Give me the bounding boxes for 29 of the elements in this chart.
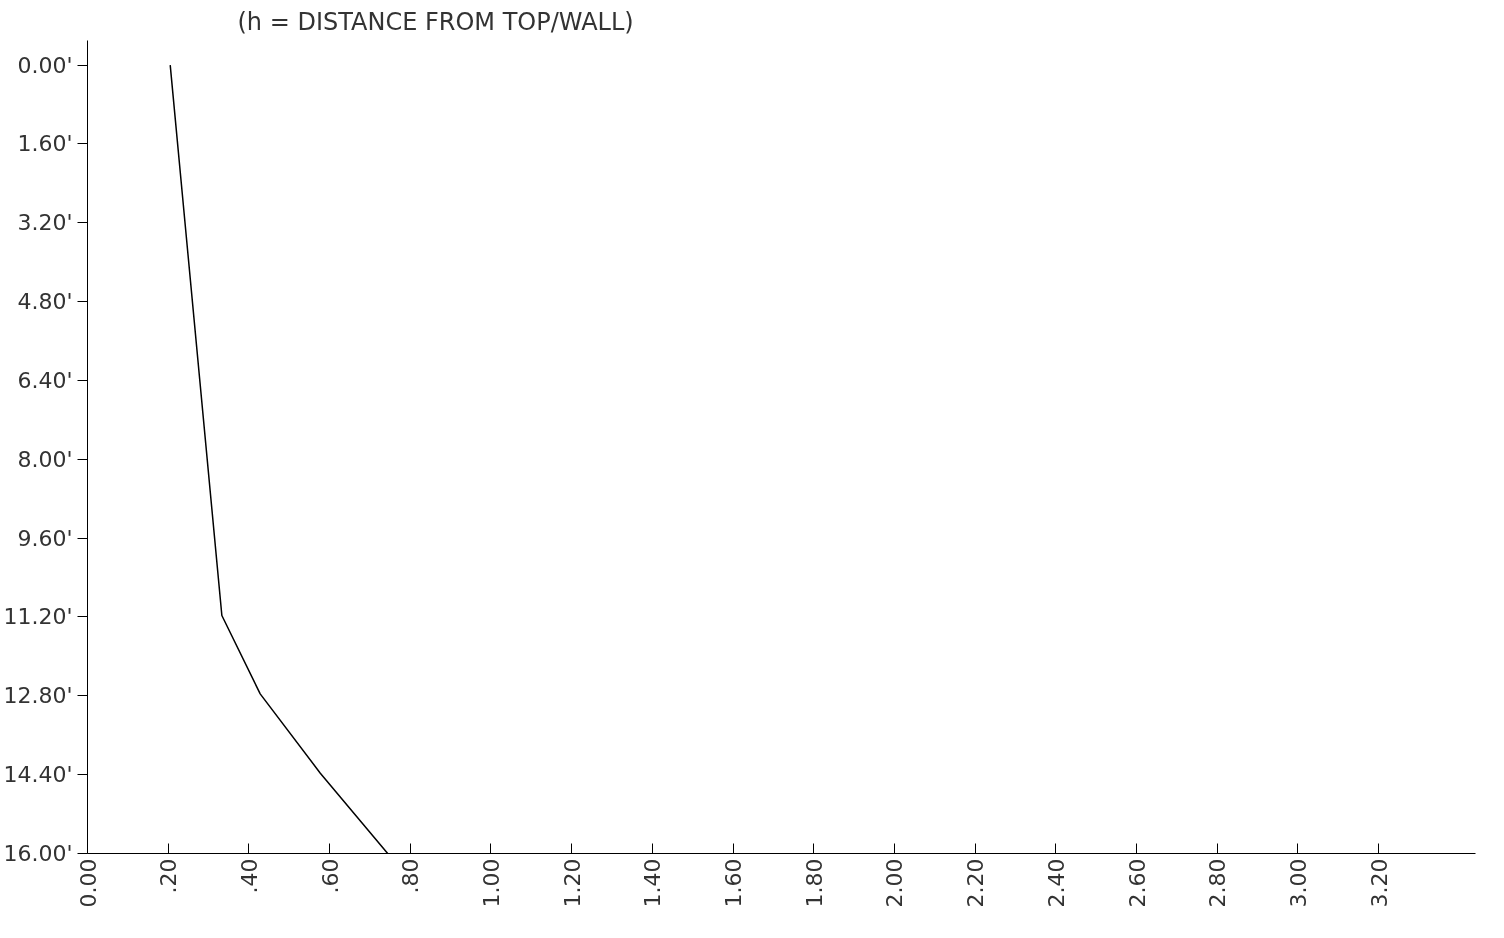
x-tick-label: 2.40: [1043, 858, 1069, 908]
x-tick-label: 1.00: [478, 858, 504, 908]
x-tick-label: 2.00: [882, 858, 908, 908]
x-tick-label: .20: [156, 858, 182, 894]
x-tick-label: 0.00: [75, 858, 101, 908]
y-tick-label: 11.20': [3, 604, 73, 630]
x-tick-label: .40: [236, 858, 262, 894]
y-tick-label: 14.40': [3, 762, 73, 788]
y-tick-label: 3.20': [17, 210, 73, 236]
y-tick-label: 1.60': [17, 131, 73, 157]
x-tick-label: 3.20: [1366, 858, 1392, 908]
y-tick-label: 9.60': [17, 525, 73, 551]
y-tick-label: 16.00': [3, 841, 73, 866]
x-tick-label: .60: [317, 858, 343, 894]
y-tick-label: 12.80': [3, 683, 73, 709]
y-tick-label: 6.40': [17, 367, 73, 393]
text: (h = DISTANCE FROM TOP/WALL): [237, 7, 634, 36]
x-tick-label: .80: [398, 858, 424, 894]
x-tick-label: 1.20: [559, 858, 585, 908]
x-tick-label: 1.60: [721, 858, 747, 908]
x-tick-label: 1.40: [640, 858, 666, 908]
x-tick-label: 2.60: [1124, 858, 1150, 908]
y-tick-label: 0.00': [17, 52, 73, 78]
x-tick-label: 1.80: [801, 858, 827, 908]
x-tick-label: 3.00: [1285, 858, 1311, 908]
y-tick-label: 4.80': [17, 289, 73, 315]
x-tick-label: 2.20: [963, 858, 989, 908]
x-tick-label: 2.80: [1205, 858, 1231, 908]
y-tick-label: 8.00': [17, 446, 73, 472]
